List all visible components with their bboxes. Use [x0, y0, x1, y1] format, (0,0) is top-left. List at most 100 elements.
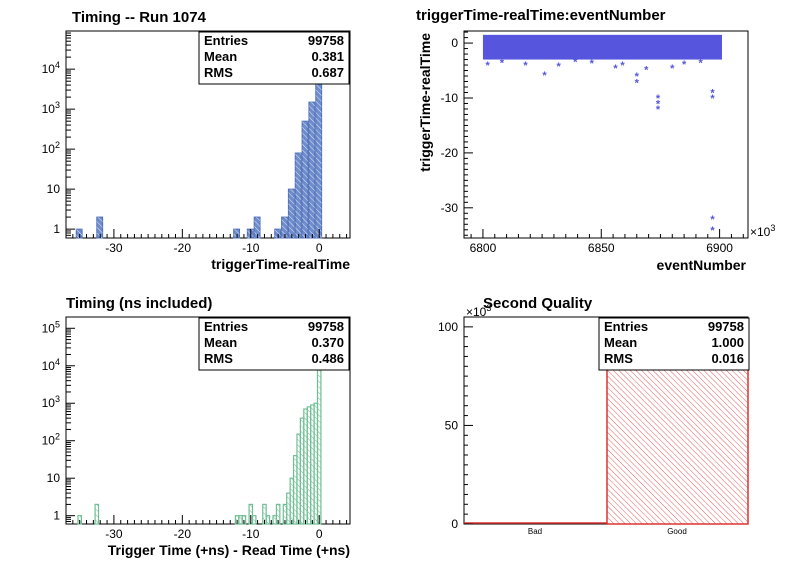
histogram-bar-hatch	[295, 153, 302, 238]
histogram-bar-hatch	[96, 217, 103, 238]
scatter-point: *	[500, 57, 505, 69]
y-tick-label: 104	[42, 357, 60, 373]
histogram-bar-hatch	[288, 189, 295, 238]
scatter-point: *	[710, 93, 715, 105]
y-tick-label: 50	[445, 418, 459, 432]
x-tick-label: -10	[242, 241, 260, 255]
scatter-point: *	[710, 214, 715, 226]
scatter-point: *	[486, 60, 491, 72]
y-tick-label: 0	[451, 36, 458, 50]
histogram-bin	[265, 515, 271, 525]
timing-ns-stat-value-entries: 99758	[308, 319, 344, 334]
timing-ns-stat-value-mean: 0.370	[311, 335, 344, 350]
x-axis-label: triggerTime-realTime	[211, 256, 350, 272]
histogram-bar-hatch	[233, 229, 240, 238]
timing-run-histogram: Timing -- Run 1074 1 10 102 103 104 -30 -20 -10 0…	[42, 9, 351, 272]
x-axis-label: eventNumber	[657, 257, 747, 273]
chart-title: triggerTime-realTime:eventNumber	[416, 7, 666, 24]
x-tick-label: 6800	[470, 241, 497, 255]
scatter-point: *	[635, 78, 640, 90]
x-tick-label: -20	[174, 241, 192, 255]
scatter-point: *	[542, 70, 547, 82]
timing-ns-stat-label-entries: Entries	[204, 319, 248, 334]
plot-frame	[65, 316, 351, 525]
y-tick-label: 1	[53, 509, 60, 523]
y-tick-label: 102	[42, 432, 60, 448]
x-tick-label: -30	[105, 241, 123, 255]
second-quality-stat-label-entries: Entries	[604, 319, 648, 334]
second-quality-stat-label-rms: RMS	[604, 351, 633, 366]
timing-run-stat-label-mean: Mean	[204, 49, 237, 64]
plot-frame	[65, 30, 351, 239]
y-tick-label: 10	[47, 471, 61, 485]
y-axis-label: triggerTime-realTime	[417, 33, 433, 172]
x-tick-label: 6900	[706, 241, 733, 255]
scatter-point: *	[590, 58, 595, 70]
scatter-point: *	[656, 98, 661, 110]
chart-title: Timing (ns included)	[66, 295, 212, 312]
timing-run-stat-label-rms: RMS	[204, 65, 233, 80]
category-label: Good	[667, 527, 687, 536]
stats-box	[198, 317, 350, 371]
timing-ns-stat-label-mean: Mean	[204, 335, 237, 350]
second-quality-histogram: Second Quality 0 50 100 ×103 Bad Good Entries 99…	[438, 295, 750, 536]
x-tick-label: -10	[242, 527, 260, 541]
y-tick-label: 0	[451, 517, 458, 531]
category-label: Bad	[528, 527, 542, 536]
x-tick-label: 0	[316, 527, 323, 541]
histogram-bar-hatch	[274, 229, 281, 238]
timing-ns-stat-value-rms: 0.486	[311, 351, 344, 366]
timing-ns-stat-label-rms: RMS	[204, 351, 233, 366]
stats-box	[598, 317, 750, 371]
x-tick-label: -20	[174, 527, 192, 541]
y-tick-label: -10	[441, 91, 459, 105]
histogram-bar-hatch	[281, 217, 288, 238]
scatter-point: *	[573, 57, 578, 69]
timing-run-stat-value-entries: 99758	[308, 33, 344, 48]
histogram-bin	[251, 515, 257, 525]
y-tick-label: 100	[438, 320, 458, 334]
x-multiplier-label: ×103	[750, 223, 775, 239]
scatter-point: *	[644, 64, 649, 76]
scatter-point: *	[699, 57, 704, 69]
scatter-band	[482, 34, 722, 60]
timing-run-stat-label-entries: Entries	[204, 33, 248, 48]
y-tick-label: 103	[42, 100, 60, 116]
y-tick-label: 1	[53, 222, 60, 236]
y-tick-label: -20	[441, 146, 459, 160]
second-quality-stat-value-rms: 0.016	[711, 351, 744, 366]
timing-run-stat-value-rms: 0.687	[311, 65, 344, 80]
scatter-point: *	[682, 59, 687, 71]
scatter-point: *	[613, 63, 618, 75]
y-multiplier-label: ×103	[466, 303, 491, 319]
scatter-point: *	[557, 61, 562, 73]
x-tick-label: 0	[316, 241, 323, 255]
histogram-bar-hatch	[76, 229, 83, 238]
scatter-point: *	[635, 71, 640, 83]
second-quality-stat-value-entries: 99758	[708, 319, 744, 334]
y-tick-label: 10	[47, 182, 61, 196]
chart-title: Timing -- Run 1074	[72, 9, 207, 26]
second-quality-stat-value-mean: 1.000	[711, 335, 744, 350]
chart-title: Second Quality	[483, 295, 593, 312]
scatter-point: *	[710, 87, 715, 99]
second-quality-stat-label-mean: Mean	[604, 335, 637, 350]
scatter-point: *	[670, 63, 675, 75]
y-tick-label: 105	[42, 319, 60, 335]
timing-ns-histogram: Timing (ns included) 1 10 102 103 104 105 -30 -2…	[42, 295, 351, 558]
scatter-point: *	[656, 93, 661, 105]
x-tick-label: 6850	[588, 241, 615, 255]
histogram-bar-hatch	[254, 217, 261, 238]
plot-frame	[463, 30, 749, 239]
scatter-point: *	[710, 225, 715, 237]
y-tick-label: 103	[42, 394, 60, 410]
stats-box	[198, 31, 350, 85]
x-tick-label: -30	[105, 527, 123, 541]
histogram-bin	[94, 503, 100, 525]
trigger-time-vs-event-scatter: triggerTime-realTime:eventNumber* * *** * * *…	[416, 7, 775, 273]
scatter-point: *	[523, 60, 528, 72]
histogram-bar-hatch	[315, 41, 322, 239]
scatter-point: *	[620, 60, 625, 72]
timing-run-stat-value-mean: 0.381	[311, 49, 344, 64]
